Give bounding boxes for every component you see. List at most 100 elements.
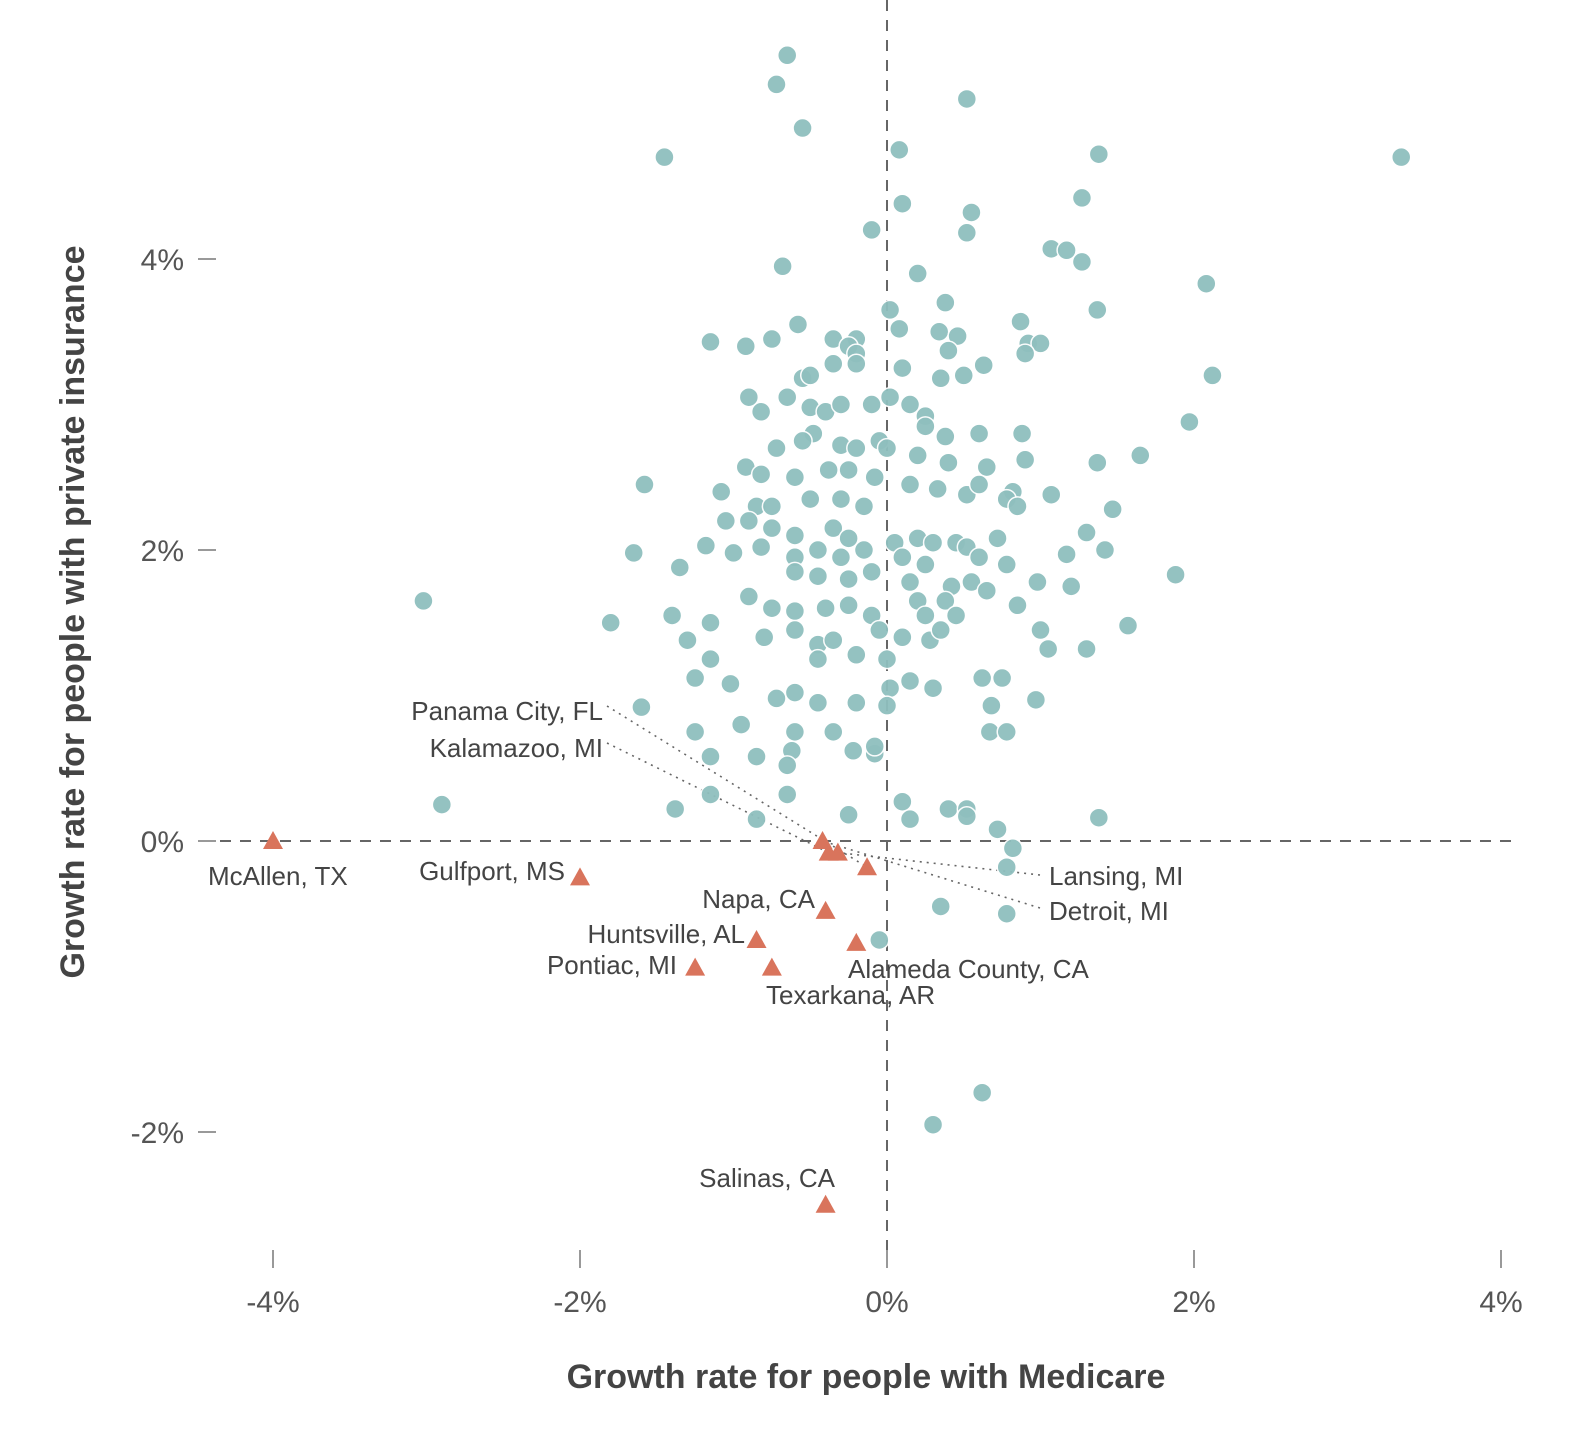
data-point-circle: [1040, 484, 1062, 505]
data-point-circle: [971, 667, 993, 689]
data-point-circle: [723, 542, 744, 564]
data-point-circle: [956, 222, 978, 244]
data-point-circle: [700, 331, 721, 353]
data-point-circle: [776, 386, 798, 408]
annotation-label: Lansing, MI: [1049, 861, 1183, 891]
data-point-circle: [738, 510, 760, 532]
data-point-circle: [792, 430, 813, 452]
data-point-circle: [991, 667, 1013, 689]
data-point-circle: [730, 714, 752, 735]
data-point-circle: [720, 673, 741, 695]
x-tick-label: 4%: [1479, 1286, 1522, 1319]
data-point-circle: [787, 314, 809, 335]
data-point-circle: [807, 539, 829, 561]
data-point-circle: [1390, 146, 1412, 168]
data-point-circle: [892, 193, 913, 214]
data-point-circle: [784, 561, 806, 583]
data-point-circle: [976, 580, 998, 601]
data-point-circle: [892, 357, 913, 379]
data-point-circle: [800, 365, 821, 386]
data-point-triangle: [846, 932, 867, 951]
reference-lines: [200, 0, 1520, 1262]
data-point-circle: [935, 590, 956, 612]
data-point-circle: [1025, 689, 1047, 711]
annotation-label: McAllen, TX: [208, 861, 348, 891]
data-point-circle: [876, 648, 898, 670]
data-point-circle: [899, 808, 921, 830]
data-point-circle: [631, 696, 652, 718]
data-point-circle: [750, 401, 772, 423]
data-point-circle: [899, 571, 921, 593]
data-point-circle: [1027, 571, 1048, 593]
data-point-triangle: [761, 957, 782, 976]
annotation-labels: McAllen, TX Gulfport, MS Panama City, FL Ka…: [208, 696, 1183, 1193]
y-tick-label: -2%: [131, 1117, 184, 1150]
data-point-circle: [945, 605, 967, 626]
data-point-circle: [838, 595, 859, 616]
data-point-circle: [1196, 273, 1217, 294]
data-point-triangle: [857, 857, 878, 876]
data-point-circle: [907, 445, 928, 466]
leader-line: [822, 840, 1041, 909]
data-point-circle: [761, 517, 783, 539]
data-point-circle: [1087, 299, 1108, 321]
data-point-circle: [623, 542, 644, 564]
data-point-circle: [996, 903, 1017, 924]
data-point-circle: [930, 368, 951, 389]
data-point-circle: [879, 386, 901, 408]
data-point-circle: [976, 456, 998, 478]
data-point-circle: [1056, 240, 1077, 261]
data-point-triangle: [746, 929, 767, 948]
data-point-circle: [1071, 187, 1093, 209]
data-point-circle: [947, 325, 968, 347]
data-point-circle: [876, 437, 898, 459]
data-point-circle: [684, 721, 706, 743]
data-point-circle: [784, 467, 806, 488]
data-point-circle: [838, 804, 859, 826]
data-point-circle: [664, 798, 686, 820]
data-point-circle: [956, 88, 978, 110]
data-point-circle: [861, 561, 882, 583]
data-point-circle: [700, 746, 721, 767]
data-point-circle: [838, 528, 859, 549]
data-point-circle: [861, 219, 882, 241]
data-point-circle: [915, 605, 936, 626]
data-point-circle: [973, 354, 994, 376]
leader-line: [606, 705, 868, 868]
data-point-circle: [1088, 807, 1110, 828]
data-point-circle: [669, 557, 691, 578]
data-point-circle: [889, 139, 910, 161]
y-tick-label: 0%: [141, 826, 184, 859]
data-point-circle: [968, 423, 990, 444]
data-point-circle: [1088, 143, 1110, 165]
data-point-circle: [634, 474, 655, 495]
data-point-circle: [684, 667, 706, 689]
data-point-circle: [968, 547, 990, 568]
data-point-circle: [792, 117, 813, 139]
data-point-circle: [1087, 452, 1108, 473]
data-point-circle: [961, 571, 982, 593]
data-point-circle: [838, 568, 859, 590]
data-point-circle: [930, 619, 951, 641]
data-point-circle: [838, 459, 859, 481]
annotation-label: Detroit, MI: [1049, 896, 1169, 926]
data-point-circle: [938, 340, 959, 361]
data-point-circle: [961, 202, 982, 223]
data-point-circle: [922, 532, 944, 553]
data-point-circle: [846, 437, 867, 459]
data-point-circle: [953, 365, 974, 386]
data-point-circle: [695, 535, 717, 556]
data-point-circle: [823, 721, 844, 743]
annotation-label: Gulfport, MS: [419, 856, 565, 886]
data-point-circle: [996, 721, 1017, 743]
annotation-label: Alameda County, CA: [848, 954, 1090, 984]
data-point-circle: [761, 328, 783, 350]
data-point-circle: [915, 554, 936, 575]
data-point-circle: [776, 755, 798, 776]
data-point-circle: [677, 629, 698, 651]
y-tick-label: 4%: [141, 244, 184, 277]
data-point-circle: [1011, 423, 1033, 444]
data-point-circle: [987, 528, 1008, 549]
data-point-circle: [846, 692, 867, 714]
data-point-circle: [1130, 445, 1151, 466]
